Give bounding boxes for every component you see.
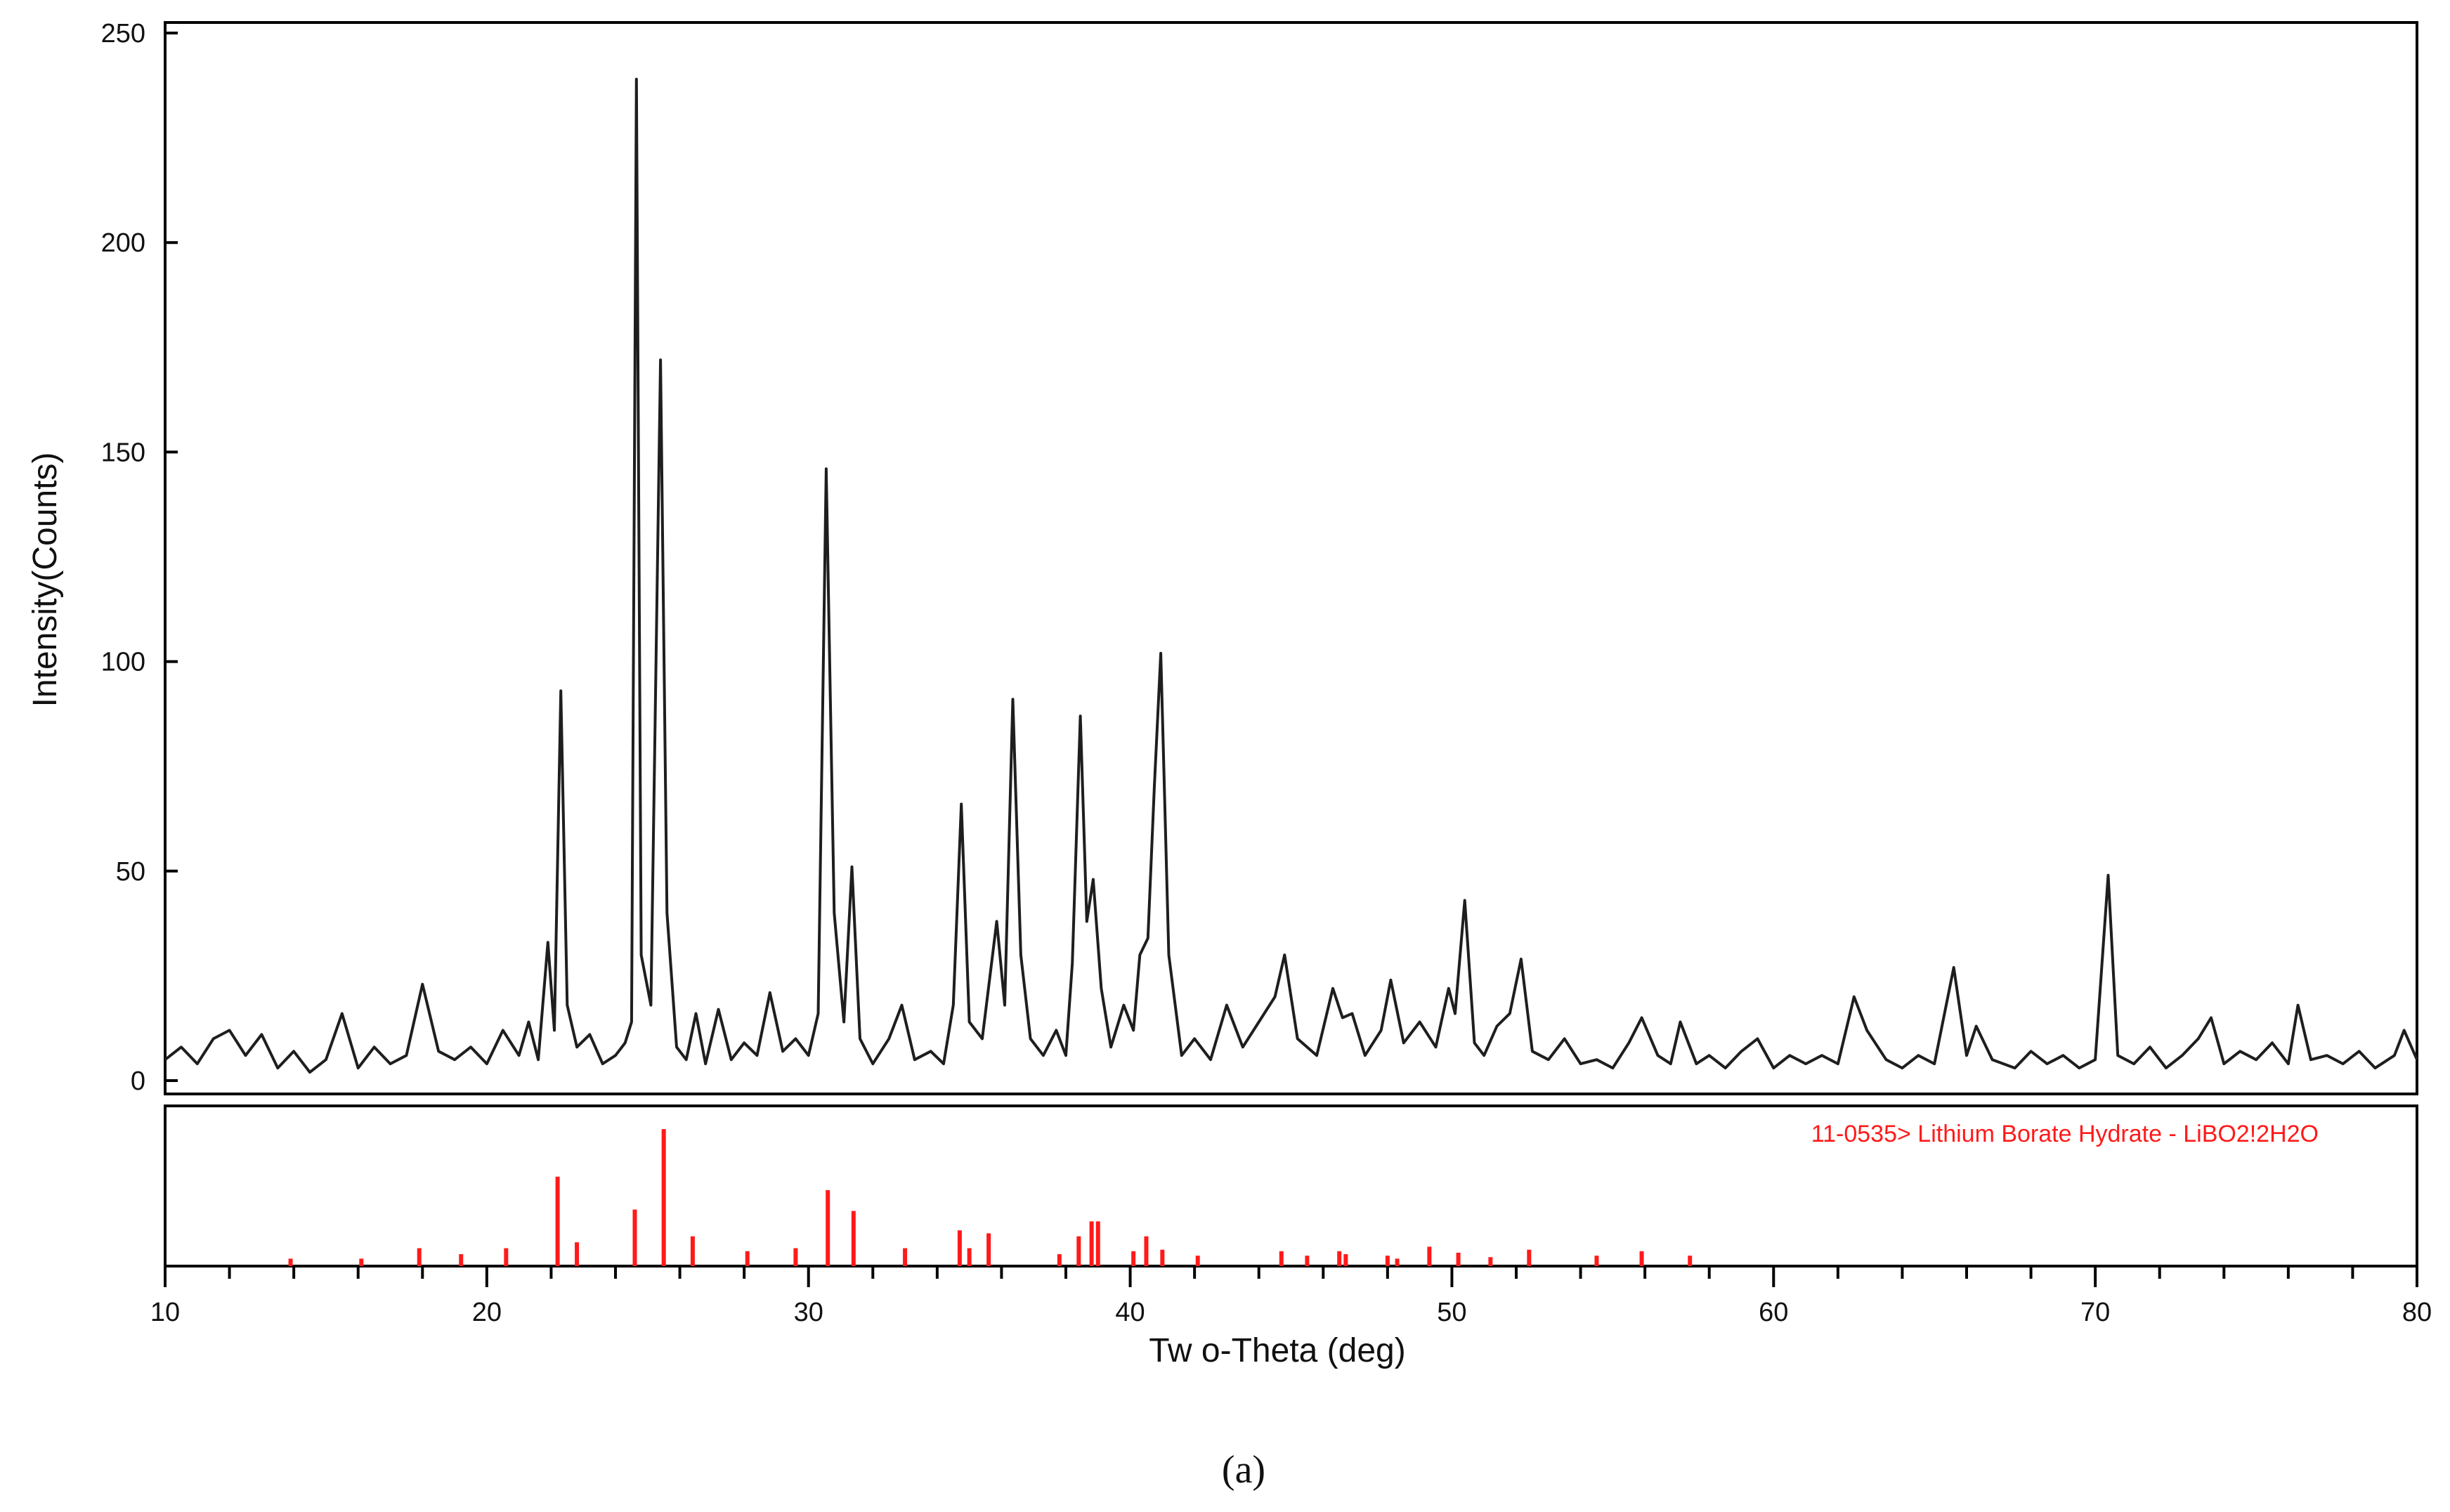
y-tick-label: 250: [101, 19, 145, 48]
x-tick-label: 30: [794, 1298, 823, 1327]
y-tick-label: 0: [131, 1067, 145, 1096]
x-tick-label: 60: [1759, 1298, 1788, 1327]
x-tick-label: 20: [472, 1298, 502, 1327]
y-axis-title: Intensity(Counts): [27, 452, 64, 708]
y-axis-ticks: 0 50 100 150 200 250: [101, 19, 178, 1096]
x-tick-label: 80: [2402, 1298, 2432, 1327]
xrd-pattern-line: [164, 77, 2418, 1074]
y-tick-label: 100: [101, 648, 145, 677]
reference-plot-frame: [164, 1104, 2418, 1267]
y-tick-label: 200: [101, 228, 145, 258]
x-axis-title: Tw o-Theta (deg): [1149, 1332, 1405, 1369]
figure-caption: (a): [1222, 1448, 1265, 1492]
x-tick-label: 50: [1437, 1298, 1466, 1327]
x-tick-label: 40: [1115, 1298, 1145, 1327]
x-tick-label: 10: [150, 1298, 180, 1327]
reference-sticks: [288, 1128, 1693, 1266]
x-axis-ticks: 10 20 30 40 50 60 70 80: [150, 1266, 2432, 1327]
y-tick-label: 50: [116, 857, 145, 887]
main-plot-frame: [164, 21, 2418, 1095]
y-tick-label: 150: [101, 438, 145, 467]
x-tick-label: 70: [2080, 1298, 2110, 1327]
reference-label: 11-0535> Lithium Borate Hydrate - LiBO2!…: [1811, 1121, 2319, 1147]
